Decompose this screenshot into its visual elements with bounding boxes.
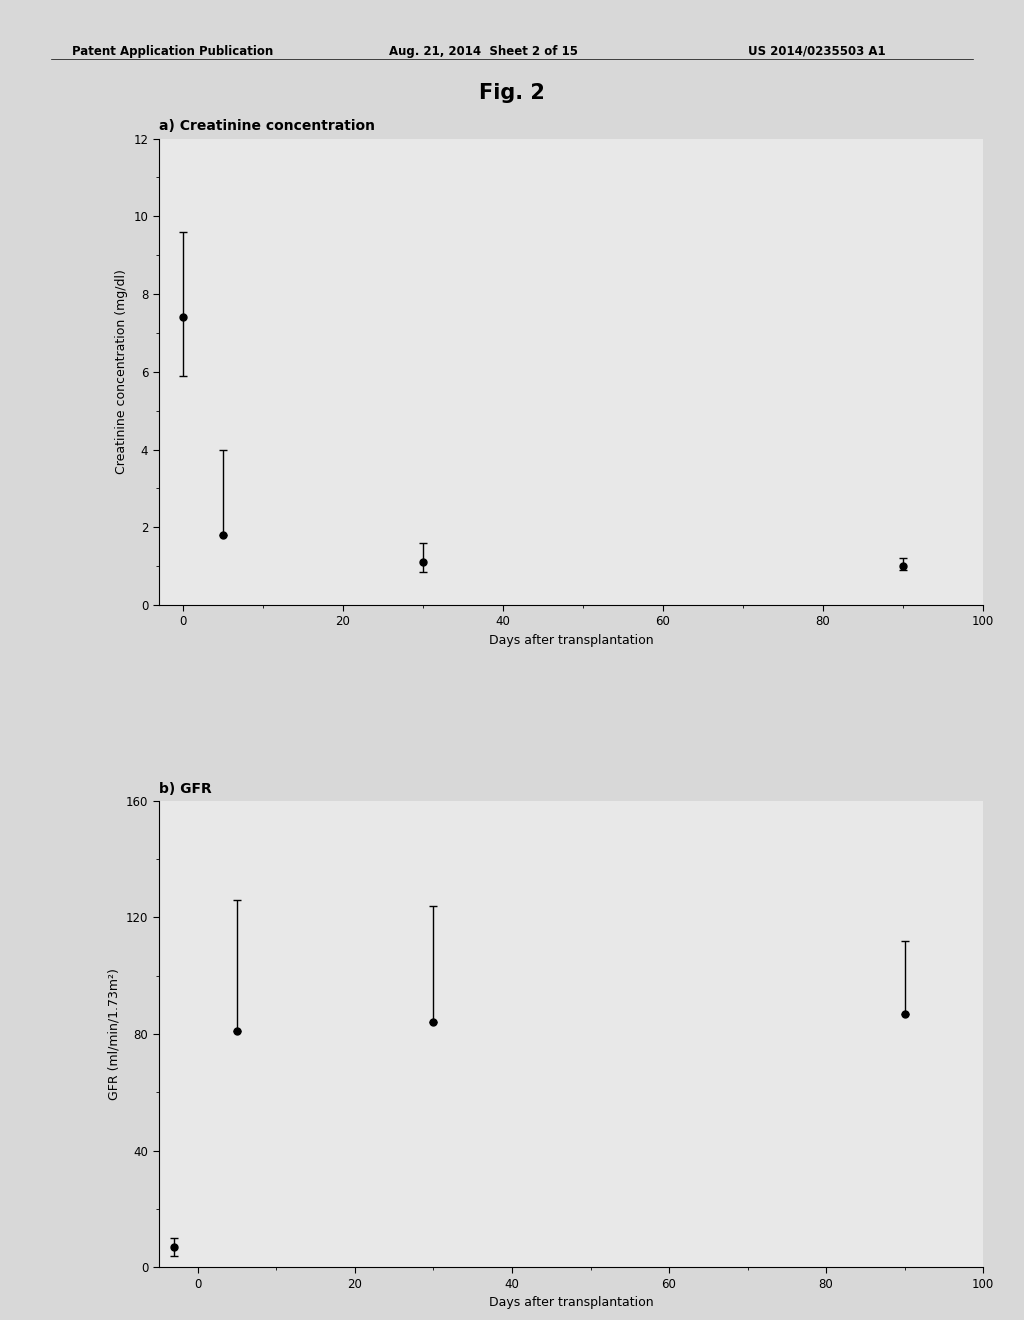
X-axis label: Days after transplantation: Days after transplantation: [488, 1296, 653, 1309]
Text: US 2014/0235503 A1: US 2014/0235503 A1: [748, 45, 885, 58]
X-axis label: Days after transplantation: Days after transplantation: [488, 634, 653, 647]
Y-axis label: GFR (ml/min/1.73m²): GFR (ml/min/1.73m²): [108, 968, 121, 1100]
Text: b) GFR: b) GFR: [159, 781, 212, 796]
Y-axis label: Creatinine concentration (mg/dl): Creatinine concentration (mg/dl): [115, 269, 128, 474]
Text: Fig. 2: Fig. 2: [479, 83, 545, 103]
Text: Aug. 21, 2014  Sheet 2 of 15: Aug. 21, 2014 Sheet 2 of 15: [389, 45, 579, 58]
Text: Patent Application Publication: Patent Application Publication: [72, 45, 273, 58]
Text: a) Creatinine concentration: a) Creatinine concentration: [159, 119, 375, 133]
